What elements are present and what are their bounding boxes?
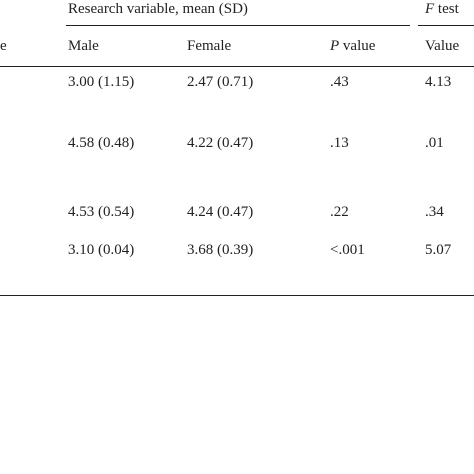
f-test-header: F test: [425, 0, 459, 18]
table-cell: .01: [425, 135, 444, 151]
p-rest: value: [342, 38, 376, 54]
column-header: e: [0, 38, 7, 54]
f-italic: F: [425, 1, 435, 17]
group-rule: [66, 25, 410, 26]
table-cell: 2.47 (0.71): [187, 74, 254, 90]
table-cell: 4.22 (0.47): [187, 135, 254, 151]
group-rule: [418, 25, 474, 26]
p-italic: P: [330, 38, 340, 54]
table-cell: 3.10 (0.04): [68, 242, 135, 258]
table-cell: 4.13: [425, 74, 452, 90]
table-cell: 4.58 (0.48): [68, 135, 135, 151]
table-cell: 3.68 (0.39): [187, 242, 254, 258]
table-cell: <.001: [330, 242, 365, 258]
header-rule: [0, 66, 474, 67]
column-header: Female: [187, 38, 232, 54]
group-header: Research variable, mean (SD): [68, 1, 248, 17]
column-header: Value: [425, 38, 460, 54]
table-cell: 5.07: [425, 242, 452, 258]
table-cell: 4.53 (0.54): [68, 204, 135, 220]
bottom-rule: [0, 295, 474, 296]
table-cell: .43: [330, 74, 349, 90]
table-cell: 4.24 (0.47): [187, 204, 254, 220]
table-cell: .34: [425, 204, 444, 220]
column-header: Male: [68, 38, 99, 54]
table-cell: .22: [330, 204, 349, 220]
table-cell: 3.00 (1.15): [68, 74, 135, 90]
f-rest: test: [437, 1, 459, 17]
column-header: P value: [330, 37, 375, 55]
table-cell: .13: [330, 135, 349, 151]
